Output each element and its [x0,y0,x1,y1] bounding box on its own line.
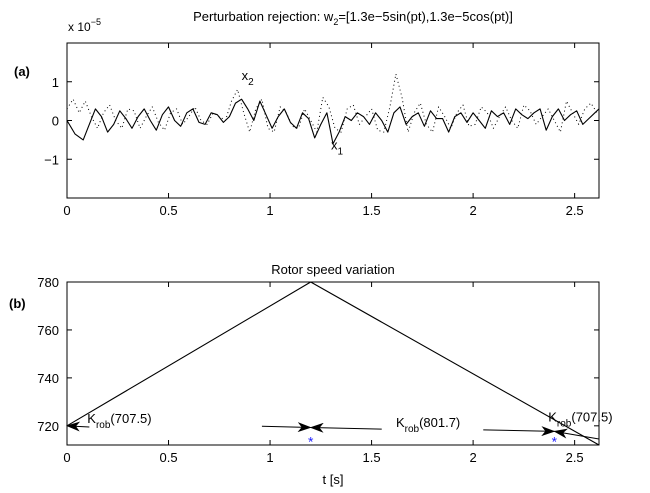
panel-a-annotation: x2 [242,68,255,88]
panel-b-ytick-label: 780 [37,275,59,290]
panel-a-series-x2 [66,73,598,133]
panel-a: (a) Perturbation rejection: w2=[1.3e−5si… [14,9,600,218]
panel-a-xtick-label: 2.5 [566,203,584,218]
panel-a-series [66,73,600,145]
panel-b-arrow [483,426,556,437]
panel-a-xtick-label: 1 [266,203,273,218]
panel-b-xlabel: t [s] [323,472,344,487]
panel-b-star-marker: * [308,433,314,449]
panel-a-axes-box [66,42,600,199]
panel-b: (b) Rotor speed variation 0 0.5 1 1.5 2 2.5 72… [9,262,613,487]
panel-a-ytick-label: 1 [52,75,59,90]
panel-b-xtick-label: 1.5 [363,450,381,465]
panel-b-arrow [261,422,312,433]
panel-a-title: Perturbation rejection: w2=[1.3e−5sin(pt… [193,9,513,27]
panel-b-label: (b) [9,296,26,311]
panel-b-annotations: Krob(707.5) Krob(801.7) Krob(707.5) [66,410,613,440]
panel-a-annotation: x1 [331,138,344,158]
panel-b-arrow [66,421,90,432]
panel-a-ytick-label: 0 [52,114,59,129]
panel-a-series-x1 [66,98,600,145]
panel-b-annotation: Krob(707.5) [548,410,612,430]
panel-a-xtick-label: 0 [63,203,70,218]
panel-b-ytick-label: 720 [37,419,59,434]
panel-b-title: Rotor speed variation [271,262,395,277]
panel-b-xtick-label: 0.5 [159,450,177,465]
panel-b-series: * * [66,281,600,449]
panel-a-ticks: 0 0.5 1 1.5 2 2.5 −1 0 1 [44,43,599,218]
panel-a-exponent: x 10−5 [68,17,101,34]
panel-b-series-0 [66,281,600,446]
panel-a-label: (a) [14,64,30,79]
panel-b-xtick-label: 0 [63,450,70,465]
panel-b-ytick-label: 760 [37,323,59,338]
panel-a-xtick-label: 1.5 [363,203,381,218]
panel-b-ytick-label: 740 [37,371,59,386]
panel-b-arrow [553,428,600,440]
panel-a-ytick-label: −1 [44,152,59,167]
panel-b-ticks: 0 0.5 1 1.5 2 2.5 720 740 760 780 [37,275,599,465]
panel-a-xtick-label: 0.5 [159,203,177,218]
panel-b-xtick-label: 1 [266,450,273,465]
panel-b-xtick-label: 2 [469,450,476,465]
panel-b-annotation: Krob(707.5) [87,411,151,431]
panel-b-axes-box [66,281,600,446]
panel-b-star-marker: * [552,433,558,449]
panel-a-annotations: x2 x1 [242,68,344,158]
panel-b-annotation: Krob(801.7) [396,415,460,435]
panel-a-xtick-label: 2 [469,203,476,218]
panel-b-arrow [309,422,382,433]
panel-b-xtick-label: 2.5 [566,450,584,465]
